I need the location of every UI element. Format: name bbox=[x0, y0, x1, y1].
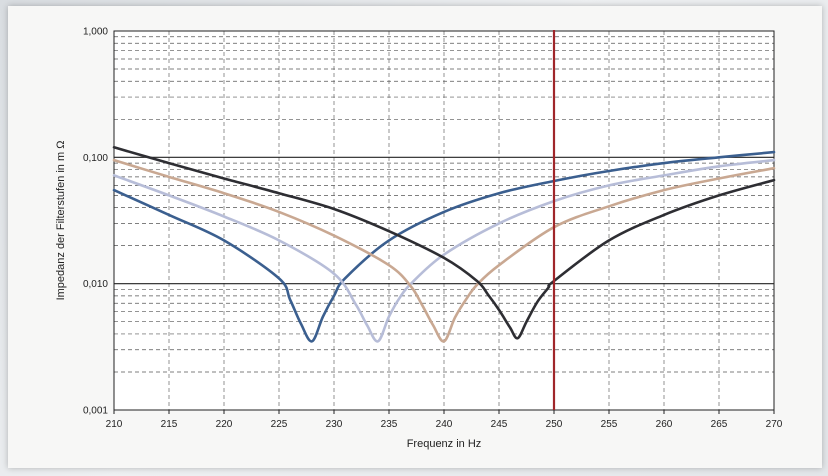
x-tick-label: 235 bbox=[381, 419, 398, 430]
x-tick-label: 260 bbox=[656, 419, 673, 430]
y-tick-label: 0,100 bbox=[83, 153, 108, 164]
series-line-1 bbox=[112, 150, 776, 343]
x-tick-label: 255 bbox=[601, 419, 618, 430]
tick-labels: 210 215 220 225 230 235 240 245 250 255 260 265 270 0… bbox=[83, 27, 783, 431]
x-tick-label: 220 bbox=[216, 419, 233, 430]
x-tick-label: 265 bbox=[711, 419, 728, 430]
y-axis-label: Impedanz der Filterstufen in m Ω bbox=[55, 141, 67, 301]
x-tick-label: 210 bbox=[106, 419, 123, 430]
x-tick-label: 240 bbox=[436, 419, 453, 430]
grid bbox=[113, 30, 775, 411]
x-tick-label: 215 bbox=[161, 419, 178, 430]
x-tick-label: 270 bbox=[766, 419, 783, 430]
y-tick-label: 1,000 bbox=[83, 27, 108, 38]
impedance-chart: 210 215 220 225 230 235 240 245 250 255 260 265 270 0… bbox=[55, 27, 783, 451]
x-tick-label: 230 bbox=[326, 419, 343, 430]
x-tick-label: 245 bbox=[491, 419, 508, 430]
x-tick-label: 225 bbox=[271, 419, 288, 430]
x-axis-label: Frequenz in Hz bbox=[407, 438, 482, 450]
series-line-3 bbox=[112, 158, 776, 343]
series-group bbox=[112, 146, 776, 343]
series-line-2 bbox=[112, 158, 776, 343]
y-tick-label: 0,010 bbox=[83, 279, 108, 290]
chart-panel: 210 215 220 225 230 235 240 245 250 255 260 265 270 0… bbox=[8, 6, 822, 468]
series-line-4 bbox=[112, 146, 776, 340]
y-tick-label: 0,001 bbox=[83, 406, 108, 417]
x-tick-label: 250 bbox=[546, 419, 563, 430]
